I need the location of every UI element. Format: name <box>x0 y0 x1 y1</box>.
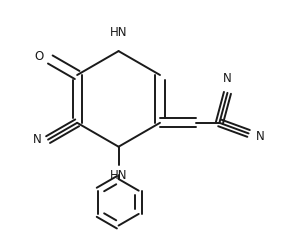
Text: N: N <box>223 72 232 85</box>
Text: HN: HN <box>110 169 127 182</box>
Text: N: N <box>256 129 265 143</box>
Text: N: N <box>33 133 42 146</box>
Text: O: O <box>35 50 44 63</box>
Text: HN: HN <box>110 26 127 40</box>
